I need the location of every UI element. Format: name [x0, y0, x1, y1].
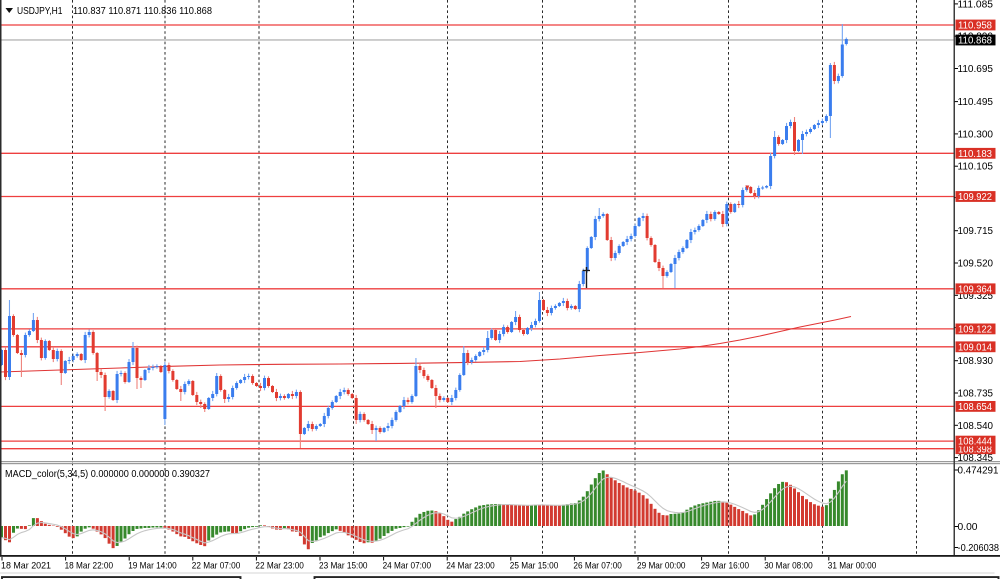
svg-text:109.325: 109.325 — [958, 291, 994, 302]
svg-text:30 Mar 08:00: 30 Mar 08:00 — [764, 561, 813, 572]
svg-text:MACD_color(5,34,5) 0.000000 0.: MACD_color(5,34,5) 0.000000 0.000000 0.3… — [5, 469, 210, 480]
svg-text:108.444: 108.444 — [958, 437, 992, 448]
svg-text:24 Mar 23:00: 24 Mar 23:00 — [446, 561, 495, 572]
svg-text:109.520: 109.520 — [958, 259, 994, 270]
svg-text:29 Mar 16:00: 29 Mar 16:00 — [701, 561, 750, 572]
svg-text:109.922: 109.922 — [958, 192, 992, 203]
svg-text:109.364: 109.364 — [958, 284, 992, 295]
svg-text:109.014: 109.014 — [958, 342, 992, 353]
svg-text:111.085: 111.085 — [958, 0, 994, 10]
svg-text:110.183: 110.183 — [958, 149, 992, 160]
svg-text:22 Mar 07:00: 22 Mar 07:00 — [192, 561, 241, 572]
svg-text:0.474291: 0.474291 — [958, 466, 999, 477]
svg-text:26 Mar 07:00: 26 Mar 07:00 — [573, 561, 622, 572]
svg-text:108.930: 108.930 — [958, 356, 994, 367]
svg-text:-0.206038: -0.206038 — [958, 543, 1000, 554]
svg-text:23 Mar 15:00: 23 Mar 15:00 — [319, 561, 368, 572]
svg-text:108.540: 108.540 — [958, 421, 994, 432]
svg-text:USDJPY,H1: USDJPY,H1 — [17, 5, 63, 17]
svg-text:31 Mar 00:00: 31 Mar 00:00 — [828, 561, 877, 572]
svg-text:25 Mar 15:00: 25 Mar 15:00 — [510, 561, 559, 572]
svg-text:110.695: 110.695 — [958, 64, 994, 75]
svg-text:108.735: 108.735 — [958, 389, 994, 400]
svg-text:110.868: 110.868 — [958, 36, 992, 47]
svg-text:110.958: 110.958 — [958, 21, 992, 32]
svg-text:108.398: 108.398 — [958, 444, 992, 455]
svg-text:22 Mar 23:00: 22 Mar 23:00 — [255, 561, 304, 572]
svg-text:110.300: 110.300 — [958, 129, 994, 140]
svg-text:109.122: 109.122 — [958, 325, 992, 336]
svg-text:18 Mar 2021: 18 Mar 2021 — [1, 561, 51, 572]
svg-text:108.654: 108.654 — [958, 402, 992, 413]
svg-text:110.495: 110.495 — [958, 97, 994, 108]
svg-text:0.00: 0.00 — [958, 522, 978, 533]
svg-text:110.837 110.871 110.836 110.86: 110.837 110.871 110.836 110.868 — [73, 6, 212, 17]
svg-text:24 Mar 07:00: 24 Mar 07:00 — [383, 561, 432, 572]
svg-text:19 Mar 14:00: 19 Mar 14:00 — [128, 561, 177, 572]
svg-text:18 Mar 22:00: 18 Mar 22:00 — [65, 561, 114, 572]
svg-text:110.105: 110.105 — [958, 162, 994, 173]
svg-text:29 Mar 00:00: 29 Mar 00:00 — [637, 561, 686, 572]
svg-text:109.715: 109.715 — [958, 226, 994, 237]
svg-text:108.345: 108.345 — [958, 453, 994, 464]
